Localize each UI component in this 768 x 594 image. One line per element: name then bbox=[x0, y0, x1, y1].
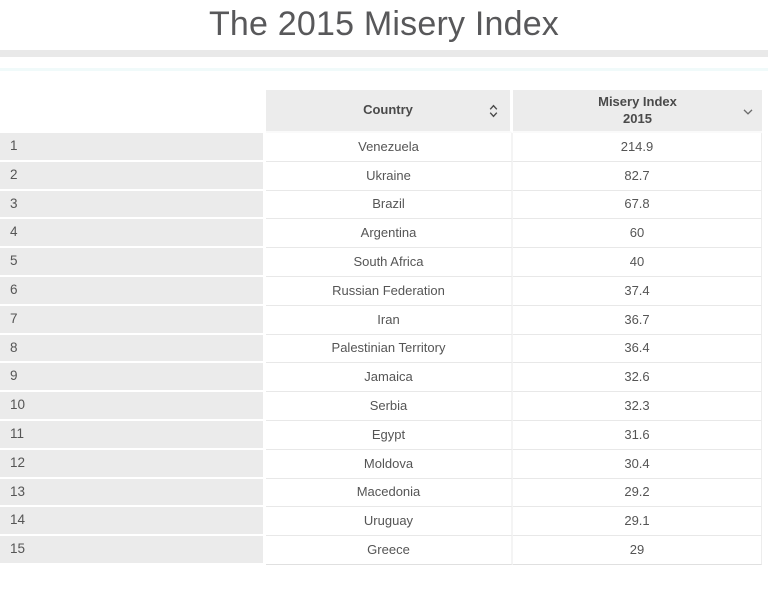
value-cell: 29 bbox=[513, 536, 762, 565]
table-row: 8 Palestinian Territory 36.4 bbox=[0, 334, 762, 364]
value-column-header[interactable]: Misery Index 2015 bbox=[513, 90, 762, 133]
country-cell: Russian Federation bbox=[266, 276, 513, 306]
table-row: 14 Uruguay 29.1 bbox=[0, 507, 762, 537]
rank-cell: 1 bbox=[0, 133, 266, 162]
country-cell: Iran bbox=[266, 305, 513, 335]
value-cell: 60 bbox=[513, 219, 762, 249]
rank-cell: 3 bbox=[0, 190, 266, 220]
rank-cell: 8 bbox=[0, 334, 266, 364]
country-cell: Serbia bbox=[266, 392, 513, 421]
table-row: 15 Greece 29 bbox=[0, 536, 762, 565]
table-row: 1 Venezuela 214.9 bbox=[0, 133, 762, 162]
rank-cell: 14 bbox=[0, 507, 266, 537]
table-body: 1 Venezuela 214.9 2 Ukraine 82.7 3 Brazi… bbox=[0, 133, 762, 565]
country-cell: Uruguay bbox=[266, 507, 513, 537]
table-row: 13 Macedonia 29.2 bbox=[0, 478, 762, 508]
rank-cell: 11 bbox=[0, 420, 266, 450]
country-header-label: Country bbox=[363, 102, 413, 118]
value-cell: 31.6 bbox=[513, 420, 762, 450]
table-row: 3 Brazil 67.8 bbox=[0, 190, 762, 220]
table-row: 2 Ukraine 82.7 bbox=[0, 161, 762, 191]
value-cell: 67.8 bbox=[513, 190, 762, 220]
value-cell: 36.7 bbox=[513, 305, 762, 335]
value-cell: 40 bbox=[513, 248, 762, 277]
page-title: The 2015 Misery Index bbox=[208, 5, 560, 43]
table-row: 4 Argentina 60 bbox=[0, 219, 762, 249]
table-row: 11 Egypt 31.6 bbox=[0, 420, 762, 450]
table-row: 9 Jamaica 32.6 bbox=[0, 363, 762, 393]
country-cell: Egypt bbox=[266, 420, 513, 450]
country-cell: Jamaica bbox=[266, 363, 513, 393]
sort-icon[interactable] bbox=[489, 104, 498, 117]
country-cell: South Africa bbox=[266, 248, 513, 277]
accent-line bbox=[0, 68, 768, 71]
table-row: 12 Moldova 30.4 bbox=[0, 449, 762, 479]
country-cell: Venezuela bbox=[266, 133, 513, 162]
country-cell: Ukraine bbox=[266, 161, 513, 191]
country-cell: Greece bbox=[266, 536, 513, 565]
table-row: 10 Serbia 32.3 bbox=[0, 392, 762, 421]
table-header-row: Country Misery Index 2015 bbox=[0, 90, 762, 133]
rank-cell: 15 bbox=[0, 536, 266, 565]
rank-cell: 2 bbox=[0, 161, 266, 191]
rank-cell: 5 bbox=[0, 248, 266, 277]
title-divider bbox=[0, 50, 768, 57]
rank-cell: 12 bbox=[0, 449, 266, 479]
country-column-header[interactable]: Country bbox=[266, 90, 513, 133]
value-cell: 30.4 bbox=[513, 449, 762, 479]
rank-cell: 13 bbox=[0, 478, 266, 508]
value-cell: 29.2 bbox=[513, 478, 762, 508]
country-cell: Brazil bbox=[266, 190, 513, 220]
rank-column-header bbox=[0, 90, 266, 133]
value-cell: 37.4 bbox=[513, 276, 762, 306]
country-cell: Palestinian Territory bbox=[266, 334, 513, 364]
rank-cell: 7 bbox=[0, 305, 266, 335]
rank-cell: 10 bbox=[0, 392, 266, 421]
country-cell: Argentina bbox=[266, 219, 513, 249]
value-cell: 32.6 bbox=[513, 363, 762, 393]
value-cell: 36.4 bbox=[513, 334, 762, 364]
value-cell: 32.3 bbox=[513, 392, 762, 421]
country-cell: Macedonia bbox=[266, 478, 513, 508]
chevron-down-icon[interactable] bbox=[743, 102, 753, 118]
table-row: 5 South Africa 40 bbox=[0, 248, 762, 277]
table-row: 7 Iran 36.7 bbox=[0, 305, 762, 335]
rank-cell: 4 bbox=[0, 219, 266, 249]
value-cell: 82.7 bbox=[513, 161, 762, 191]
table-row: 6 Russian Federation 37.4 bbox=[0, 276, 762, 306]
misery-index-table: Country Misery Index 2015 1 Venezuela 21… bbox=[0, 90, 762, 565]
rank-cell: 6 bbox=[0, 276, 266, 306]
value-header-label: Misery Index 2015 bbox=[598, 94, 677, 126]
rank-cell: 9 bbox=[0, 363, 266, 393]
country-cell: Moldova bbox=[266, 449, 513, 479]
value-cell: 29.1 bbox=[513, 507, 762, 537]
value-cell: 214.9 bbox=[513, 133, 762, 162]
